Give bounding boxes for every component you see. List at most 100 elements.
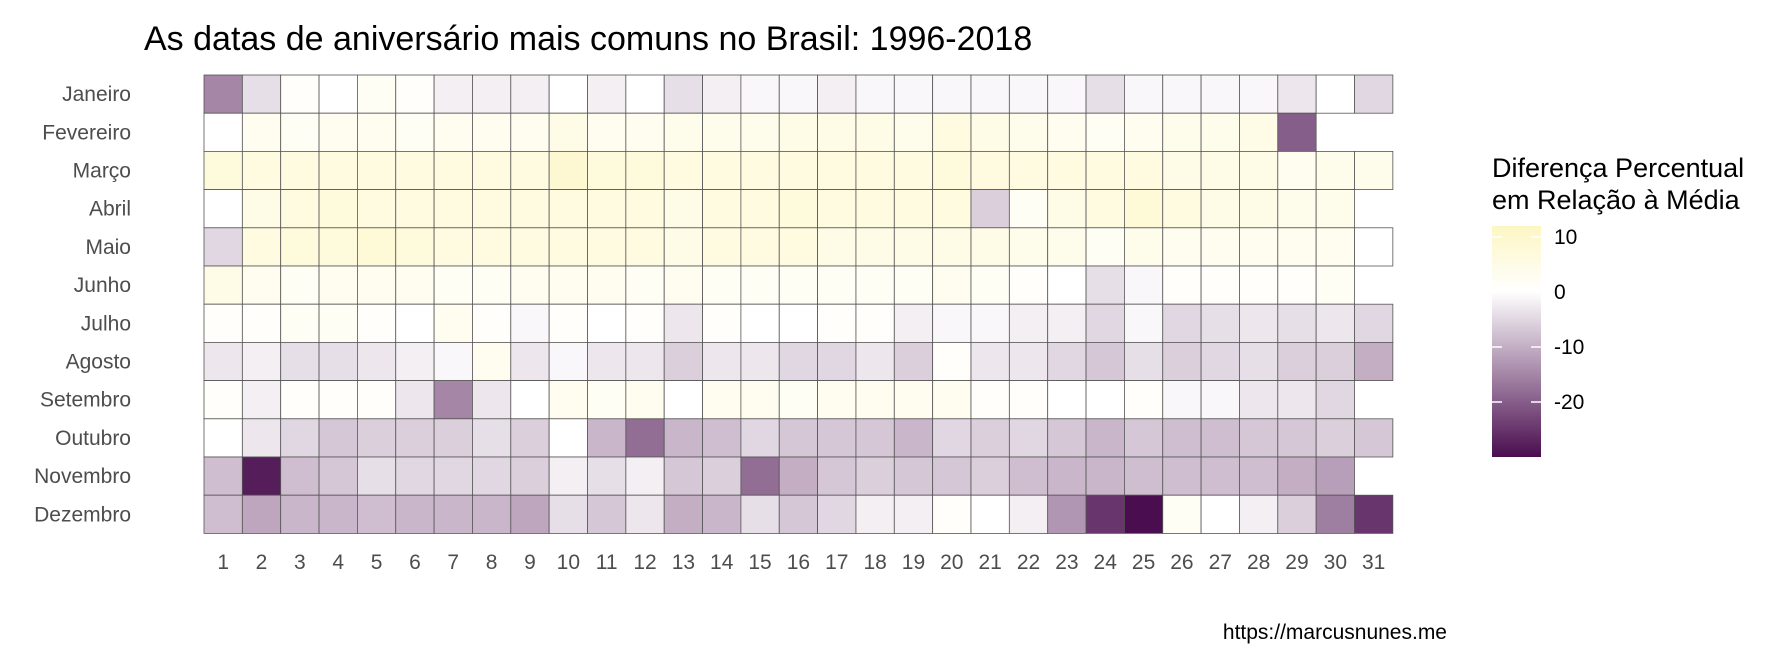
cell-junho-15 bbox=[740, 265, 780, 305]
cell-dezembro-29 bbox=[1277, 494, 1317, 534]
cell-outubro-23 bbox=[1047, 418, 1087, 458]
cell-novembro-16 bbox=[778, 456, 818, 496]
cell-janeiro-5 bbox=[356, 74, 397, 114]
cell-novembro-9 bbox=[510, 456, 550, 496]
cell-fevereiro-22 bbox=[1008, 112, 1049, 152]
cell-setembro-27 bbox=[1200, 380, 1240, 420]
cell-dezembro-26 bbox=[1162, 494, 1202, 534]
chart-title: As datas de aniversário mais comuns no B… bbox=[144, 20, 1032, 58]
cell-janeiro-11 bbox=[587, 74, 627, 114]
cell-maio-11 bbox=[587, 227, 627, 267]
day-label: 16 bbox=[787, 551, 810, 574]
cell-junho-26 bbox=[1162, 265, 1202, 305]
cell-agosto-28 bbox=[1239, 341, 1279, 381]
cell-novembro-20 bbox=[932, 456, 972, 496]
month-label: Julho bbox=[81, 312, 131, 335]
cell-fevereiro-2 bbox=[241, 112, 282, 152]
cell-junho-28 bbox=[1239, 265, 1279, 305]
cell-abril-12 bbox=[625, 189, 665, 229]
day-label: 12 bbox=[633, 551, 656, 574]
cell-outubro-30 bbox=[1315, 418, 1355, 458]
cell-abril-22 bbox=[1008, 189, 1049, 229]
cell-julho-26 bbox=[1162, 303, 1202, 343]
cell-maio-27 bbox=[1200, 227, 1240, 267]
cell-março-27 bbox=[1200, 150, 1240, 190]
cell-fevereiro-14 bbox=[702, 112, 742, 152]
day-label: 21 bbox=[978, 551, 1001, 574]
cell-setembro-25 bbox=[1124, 380, 1164, 420]
cell-novembro-15 bbox=[740, 456, 780, 496]
cell-outubro-19 bbox=[893, 418, 934, 458]
cell-fevereiro-23 bbox=[1047, 112, 1087, 152]
cell-novembro-1 bbox=[203, 456, 243, 496]
cell-maio-28 bbox=[1239, 227, 1279, 267]
cell-julho-19 bbox=[893, 303, 934, 343]
cell-abril-5 bbox=[356, 189, 397, 229]
legend-tick-label: 0 bbox=[1554, 281, 1566, 304]
cell-maio-16 bbox=[778, 227, 818, 267]
cell-janeiro-29 bbox=[1277, 74, 1317, 114]
cell-dezembro-13 bbox=[663, 494, 703, 534]
cell-junho-9 bbox=[510, 265, 550, 305]
cell-março-30 bbox=[1315, 150, 1355, 190]
month-label: Dezembro bbox=[34, 503, 131, 526]
cell-janeiro-28 bbox=[1239, 74, 1279, 114]
cell-outubro-17 bbox=[817, 418, 857, 458]
day-label: 13 bbox=[672, 551, 695, 574]
cell-março-11 bbox=[587, 150, 627, 190]
cell-novembro-8 bbox=[472, 456, 512, 496]
cell-julho-27 bbox=[1200, 303, 1240, 343]
cell-maio-29 bbox=[1277, 227, 1317, 267]
day-label: 8 bbox=[486, 551, 498, 574]
cell-setembro-6 bbox=[395, 380, 435, 420]
day-label: 10 bbox=[557, 551, 580, 574]
cell-agosto-14 bbox=[702, 341, 742, 381]
cell-junho-4 bbox=[318, 265, 358, 305]
cell-novembro-30 bbox=[1315, 456, 1355, 496]
cell-junho-18 bbox=[855, 265, 895, 305]
day-label: 4 bbox=[332, 551, 344, 574]
cell-novembro-4 bbox=[318, 456, 358, 496]
cell-agosto-4 bbox=[318, 341, 358, 381]
cell-março-16 bbox=[778, 150, 818, 190]
cell-abril-17 bbox=[817, 189, 857, 229]
cell-agosto-29 bbox=[1277, 341, 1317, 381]
cell-agosto-20 bbox=[932, 341, 972, 381]
cell-fevereiro-24 bbox=[1085, 112, 1125, 152]
cell-fevereiro-5 bbox=[356, 112, 397, 152]
cell-junho-12 bbox=[625, 265, 665, 305]
cell-abril-18 bbox=[855, 189, 895, 229]
cell-setembro-10 bbox=[548, 380, 588, 420]
cell-agosto-10 bbox=[548, 341, 588, 381]
cell-junho-13 bbox=[663, 265, 703, 305]
cell-outubro-14 bbox=[702, 418, 742, 458]
cell-outubro-9 bbox=[510, 418, 550, 458]
cell-setembro-5 bbox=[356, 380, 397, 420]
cell-agosto-30 bbox=[1315, 341, 1355, 381]
cell-maio-15 bbox=[740, 227, 780, 267]
cell-dezembro-18 bbox=[855, 494, 895, 534]
cell-maio-12 bbox=[625, 227, 665, 267]
cell-maio-4 bbox=[318, 227, 358, 267]
cell-agosto-12 bbox=[625, 341, 665, 381]
cell-janeiro-18 bbox=[855, 74, 895, 114]
cell-setembro-4 bbox=[318, 380, 358, 420]
cell-janeiro-25 bbox=[1124, 74, 1164, 114]
day-label: 1 bbox=[217, 551, 229, 574]
cell-fevereiro-9 bbox=[510, 112, 550, 152]
cell-junho-20 bbox=[932, 265, 972, 305]
cell-fevereiro-4 bbox=[318, 112, 358, 152]
cell-maio-17 bbox=[817, 227, 857, 267]
cell-abril-29 bbox=[1277, 189, 1317, 229]
cell-novembro-17 bbox=[817, 456, 857, 496]
cell-fevereiro-27 bbox=[1200, 112, 1240, 152]
cell-maio-21 bbox=[970, 227, 1010, 267]
cell-junho-17 bbox=[817, 265, 857, 305]
cell-julho-3 bbox=[280, 303, 320, 343]
cell-janeiro-2 bbox=[241, 74, 282, 114]
legend-ticks: 10 0 -10 -20 bbox=[1492, 226, 1584, 414]
day-label: 20 bbox=[940, 551, 963, 574]
cell-março-20 bbox=[932, 150, 972, 190]
cell-dezembro-7 bbox=[433, 494, 473, 534]
cell-maio-19 bbox=[893, 227, 934, 267]
